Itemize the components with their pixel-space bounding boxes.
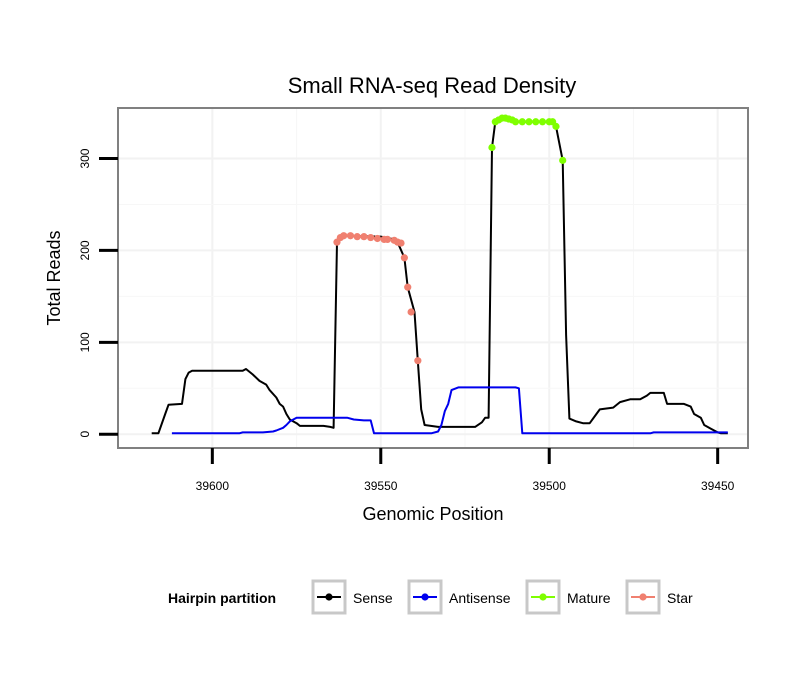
grid-lines: [119, 109, 747, 447]
axes: 39600 39550 39500 39450 0 100 200 300: [78, 148, 735, 493]
plot-panel: [117, 107, 749, 449]
y-tick-label: 300: [78, 148, 92, 168]
series-layer: [151, 114, 728, 435]
legend-item-mature: Mature: [525, 579, 611, 615]
x-tick-label: 39450: [701, 479, 735, 493]
legend-item-sense: Sense: [311, 579, 393, 615]
point-mature: [559, 156, 567, 164]
x-tick-label: 39600: [196, 479, 230, 493]
legend-key-dot: [639, 593, 647, 601]
legend-key-dot: [325, 593, 333, 601]
point-mature: [532, 118, 540, 126]
legend-label: Mature: [567, 590, 611, 606]
point-mature: [518, 118, 526, 126]
series-line-sense: [151, 117, 728, 435]
point-star: [367, 233, 375, 242]
y-axis-title: Total Reads: [44, 230, 64, 325]
point-mature: [538, 118, 547, 126]
point-star: [397, 239, 405, 247]
point-star: [404, 283, 412, 291]
point-star: [360, 233, 368, 241]
legend-label: Antisense: [449, 590, 511, 606]
point-star: [340, 232, 348, 240]
legend-key-dot: [421, 593, 429, 601]
legend-key-dot: [539, 593, 547, 601]
legend-label: Star: [667, 590, 693, 606]
chart-title: Small RNA-seq Read Density: [288, 73, 577, 98]
x-axis-title: Genomic Position: [362, 504, 503, 524]
point-mature: [552, 122, 560, 130]
y-tick-label: 0: [78, 431, 92, 438]
y-tick-label: 100: [78, 332, 92, 352]
y-tick-label: 200: [78, 240, 92, 260]
point-mature: [525, 118, 533, 126]
legend-item-star: Star: [625, 579, 693, 615]
point-star: [407, 308, 415, 316]
point-star: [346, 232, 355, 240]
x-tick-label: 39550: [364, 479, 398, 493]
point-star: [414, 357, 422, 365]
point-mature: [511, 118, 520, 126]
point-star: [353, 233, 361, 241]
legend: Hairpin partition Sense Antisense Mature St…: [168, 579, 693, 615]
series-line-antisense: [171, 386, 728, 435]
point-star: [400, 254, 408, 262]
point-mature: [488, 143, 496, 152]
legend-label: Sense: [353, 590, 393, 606]
point-star: [383, 235, 392, 244]
legend-title: Hairpin partition: [168, 590, 276, 606]
point-star: [373, 234, 382, 243]
x-tick-label: 39500: [533, 479, 567, 493]
legend-item-antisense: Antisense: [407, 579, 511, 615]
